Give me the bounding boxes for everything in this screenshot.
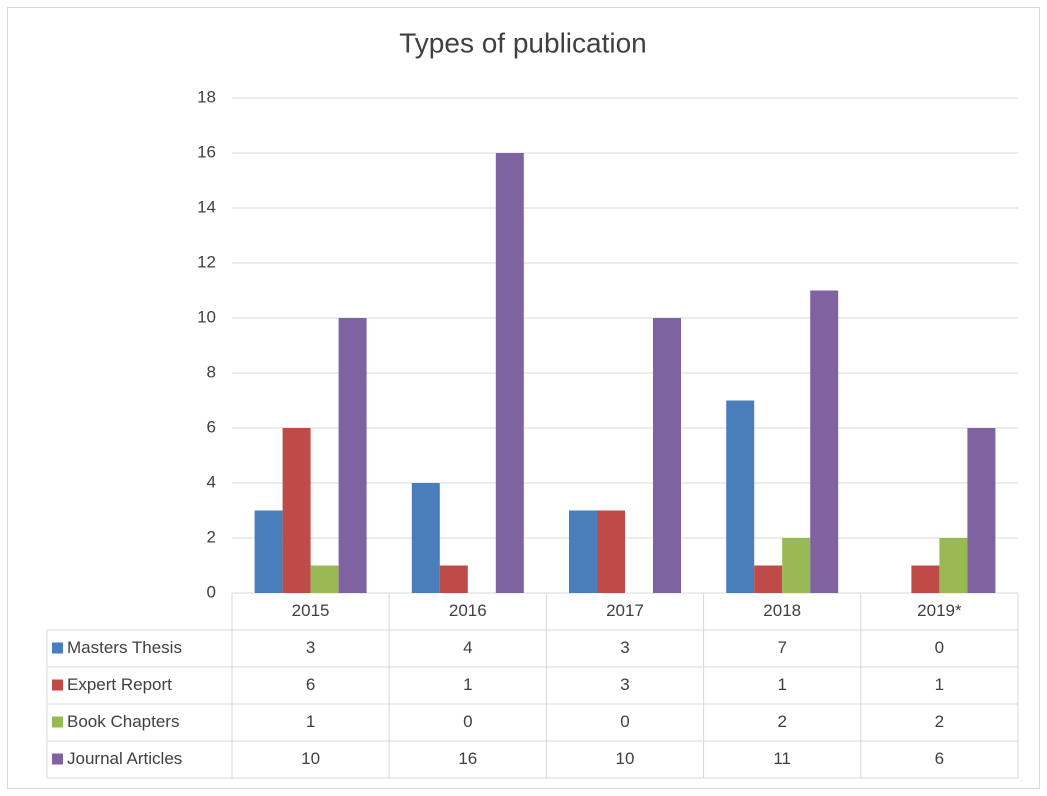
table-value: 11 <box>773 749 791 768</box>
bar <box>411 483 440 593</box>
table-value: 6 <box>306 675 315 694</box>
table-value: 4 <box>463 638 472 657</box>
bar <box>782 538 811 593</box>
table-value: 3 <box>620 675 629 694</box>
table-value: 3 <box>620 638 629 657</box>
table-value: 1 <box>306 712 315 731</box>
bar <box>282 428 311 593</box>
legend-swatch <box>52 642 63 654</box>
bar <box>939 538 968 593</box>
table-value: 3 <box>306 638 315 657</box>
table-value: 0 <box>463 712 472 731</box>
y-tick-label: 6 <box>207 417 216 436</box>
x-tick-label: 2017 <box>606 601 644 620</box>
bar <box>597 510 625 593</box>
x-tick-label: 2015 <box>292 601 330 620</box>
legend-label: Expert Report <box>67 675 172 694</box>
table-value: 6 <box>935 749 944 768</box>
y-tick-label: 12 <box>197 252 216 271</box>
x-tick-label: 2018 <box>763 601 801 620</box>
bar <box>569 510 597 593</box>
bar <box>254 510 283 593</box>
table-value: 0 <box>620 712 629 731</box>
x-tick-label: 2019* <box>917 601 962 620</box>
bar <box>726 400 755 593</box>
legend-label: Journal Articles <box>67 749 182 768</box>
bar <box>810 290 839 593</box>
legend-label: Masters Thesis <box>67 638 182 657</box>
y-tick-label: 10 <box>197 307 216 326</box>
legend-swatch <box>52 716 63 728</box>
table-value: 1 <box>463 675 472 694</box>
x-tick-label: 2016 <box>449 601 487 620</box>
bar <box>967 428 996 593</box>
y-tick-label: 18 <box>197 87 216 106</box>
legend-swatch <box>52 753 63 765</box>
y-tick-label: 14 <box>197 197 216 216</box>
table-value: 1 <box>777 675 786 694</box>
bar <box>310 565 339 593</box>
table-value: 16 <box>458 749 477 768</box>
bar <box>439 565 468 593</box>
table-value: 1 <box>935 675 944 694</box>
table-value: 10 <box>301 749 320 768</box>
table-value: 0 <box>935 638 944 657</box>
y-tick-label: 16 <box>197 142 216 161</box>
table-value: 7 <box>777 638 786 657</box>
bar <box>495 153 524 593</box>
bar <box>754 565 783 593</box>
table-value: 10 <box>616 749 635 768</box>
y-tick-label: 8 <box>207 362 216 381</box>
bar <box>653 318 681 593</box>
y-tick-label: 4 <box>207 472 216 491</box>
legend-swatch <box>52 679 63 691</box>
y-tick-label: 2 <box>207 527 216 546</box>
table-value: 2 <box>777 712 786 731</box>
legend-label: Book Chapters <box>67 712 179 731</box>
y-tick-label: 0 <box>207 582 216 601</box>
bar <box>338 318 367 593</box>
chart-title: Types of publication <box>399 27 647 58</box>
table-value: 2 <box>935 712 944 731</box>
bar <box>911 565 940 593</box>
